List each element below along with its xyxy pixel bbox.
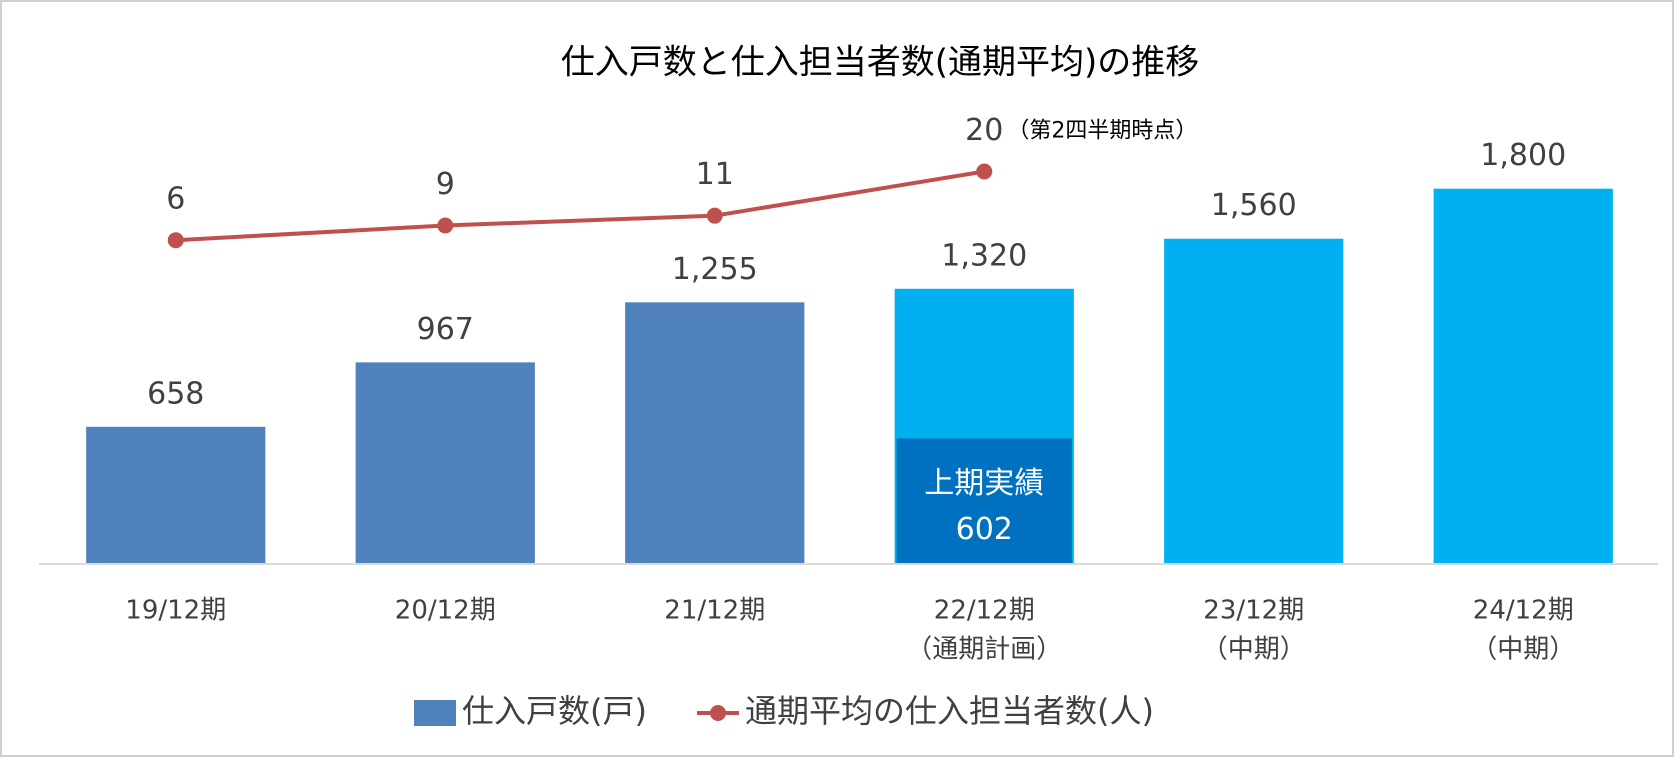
- x-tick-label: 23/12期: [1203, 596, 1304, 626]
- bar-value-label: 1,255: [672, 252, 758, 287]
- x-tick-label: 19/12期: [125, 596, 226, 626]
- bar-value-label: 1,560: [1211, 188, 1297, 223]
- highlight-bar: [896, 438, 1072, 564]
- bar-value-label: 967: [417, 312, 474, 347]
- highlight-value-label: 602: [956, 512, 1013, 547]
- x-tick-sublabel: （中期）: [1202, 635, 1306, 665]
- line-marker: [706, 207, 723, 224]
- bar: [86, 426, 266, 564]
- line-value-label: 6: [166, 182, 185, 217]
- bar-value-label: 1,320: [941, 238, 1027, 273]
- x-tick-label: 24/12期: [1473, 596, 1574, 626]
- line-value-label: 20: [965, 113, 1003, 148]
- bar: [1433, 188, 1613, 564]
- legend-marker: [709, 705, 726, 721]
- x-tick-label: 20/12期: [395, 596, 496, 626]
- legend-label: 通期平均の仕入担当者数(人): [745, 692, 1154, 730]
- line-value-label: 9: [436, 167, 455, 202]
- x-tick-sublabel: （中期）: [1471, 635, 1575, 665]
- line: [175, 169, 985, 243]
- bar: [1164, 238, 1344, 565]
- x-tick-label: 22/12期: [934, 596, 1035, 626]
- bar-value-label: 1,800: [1480, 138, 1566, 173]
- highlight-name: 上期実績: [924, 466, 1044, 501]
- annotation: （第2四半期時点）: [1007, 119, 1197, 144]
- legend-swatch: [414, 700, 456, 726]
- line-value-label: 11: [696, 157, 734, 192]
- line-marker: [167, 232, 184, 249]
- legend-label: 仕入戸数(戸): [462, 692, 647, 730]
- bar: [625, 302, 805, 564]
- bar-value-label: 658: [147, 376, 204, 411]
- chart-title: 仕入戸数と仕入担当者数(通期平均)の推移: [561, 43, 1200, 83]
- bar: [355, 362, 535, 564]
- line-marker: [976, 163, 993, 180]
- x-tick-sublabel: （通期計画）: [906, 635, 1062, 665]
- line-marker: [437, 217, 454, 234]
- x-tick-label: 21/12期: [664, 596, 765, 626]
